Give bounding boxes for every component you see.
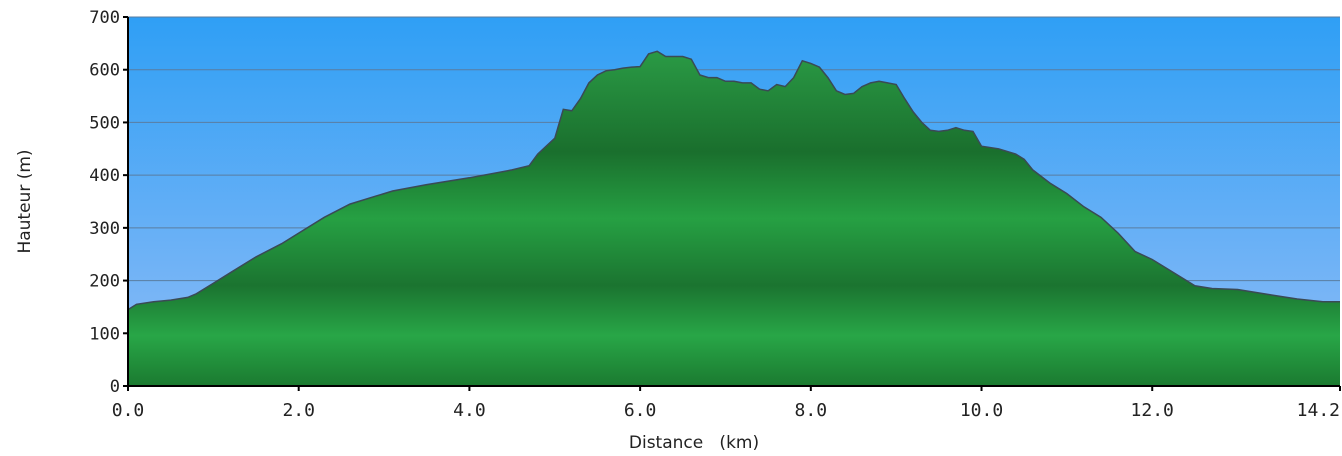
y-tick-label: 700 (89, 8, 120, 28)
y-tick-label: 400 (89, 166, 120, 186)
y-tick-label: 200 (89, 272, 120, 292)
x-tick-label: 10.0 (960, 400, 1003, 421)
elevation-area (128, 51, 1340, 387)
x-tick-label: 14.2 (1297, 400, 1340, 421)
x-tick-label: 8.0 (795, 400, 828, 421)
y-tick-label: 600 (89, 61, 120, 81)
x-axis-title: Distance (km) (629, 433, 759, 452)
y-tick-label: 0 (110, 377, 120, 397)
y-tick-label: 100 (89, 324, 120, 344)
y-tick-label: 500 (89, 113, 120, 133)
x-tick-label: 4.0 (453, 400, 486, 421)
elevation-line (127, 50, 1340, 311)
x-tick-label: 0.0 (112, 400, 145, 421)
y-axis-title: Hauteur (m) (15, 149, 35, 253)
x-tick-label: 6.0 (624, 400, 657, 421)
x-tick-label: 2.0 (282, 400, 315, 421)
x-tick-label: 12.0 (1131, 400, 1174, 421)
y-tick-label: 300 (89, 219, 120, 239)
tick-labels: 0 100 200 300 400 500 600 700 0.0 2.0 4.0 6.0 8.0 10.… (89, 8, 1341, 421)
axes (127, 17, 1340, 387)
